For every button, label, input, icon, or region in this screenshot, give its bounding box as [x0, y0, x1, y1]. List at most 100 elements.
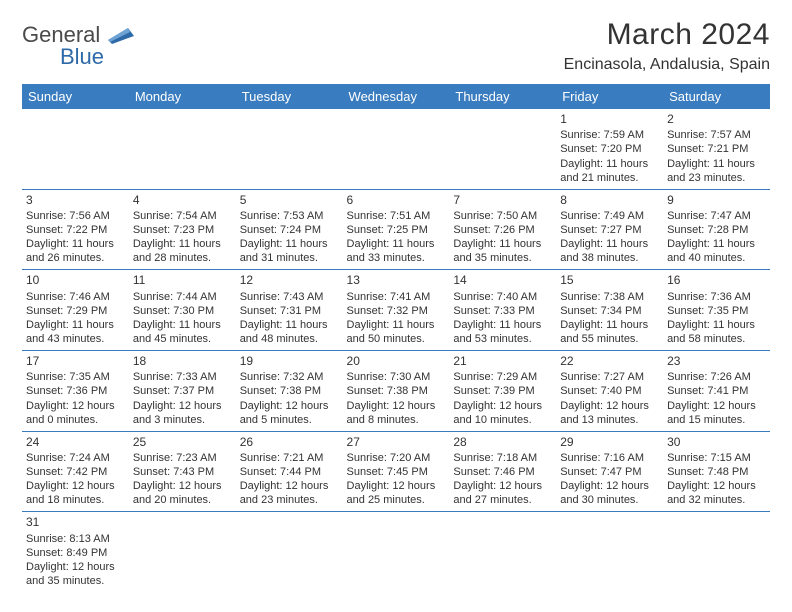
day-number: 17 [26, 354, 125, 369]
calendar-cell-empty [236, 512, 343, 592]
day-daylight: Daylight: 11 hours and 23 minutes. [667, 157, 766, 185]
calendar-table: SundayMondayTuesdayWednesdayThursdayFrid… [22, 84, 770, 592]
calendar-row: 3Sunrise: 7:56 AMSunset: 7:22 PMDaylight… [22, 189, 770, 270]
calendar-cell-empty [129, 109, 236, 189]
day-number: 23 [667, 354, 766, 369]
day-sunset: Sunset: 7:32 PM [347, 304, 446, 318]
day-daylight: Daylight: 12 hours and 30 minutes. [560, 479, 659, 507]
day-daylight: Daylight: 11 hours and 21 minutes. [560, 157, 659, 185]
day-sunset: Sunset: 7:41 PM [667, 384, 766, 398]
day-sunset: Sunset: 7:38 PM [347, 384, 446, 398]
day-daylight: Daylight: 11 hours and 43 minutes. [26, 318, 125, 346]
day-number: 27 [347, 435, 446, 450]
day-sunrise: Sunrise: 7:38 AM [560, 290, 659, 304]
logo-text: General Blue [22, 24, 104, 68]
day-sunset: Sunset: 8:49 PM [26, 546, 125, 560]
day-sunset: Sunset: 7:23 PM [133, 223, 232, 237]
calendar-row: 24Sunrise: 7:24 AMSunset: 7:42 PMDayligh… [22, 431, 770, 512]
day-daylight: Daylight: 11 hours and 53 minutes. [453, 318, 552, 346]
day-sunset: Sunset: 7:22 PM [26, 223, 125, 237]
day-daylight: Daylight: 12 hours and 27 minutes. [453, 479, 552, 507]
calendar-cell: 16Sunrise: 7:36 AMSunset: 7:35 PMDayligh… [663, 270, 770, 351]
day-sunrise: Sunrise: 7:26 AM [667, 370, 766, 384]
day-number: 15 [560, 273, 659, 288]
day-number: 9 [667, 193, 766, 208]
header: General Blue March 2024 Encinasola, Anda… [22, 18, 770, 74]
day-sunrise: Sunrise: 7:23 AM [133, 451, 232, 465]
calendar-cell: 31Sunrise: 8:13 AMSunset: 8:49 PMDayligh… [22, 512, 129, 592]
calendar-cell: 13Sunrise: 7:41 AMSunset: 7:32 PMDayligh… [343, 270, 450, 351]
day-number: 21 [453, 354, 552, 369]
calendar-cell: 3Sunrise: 7:56 AMSunset: 7:22 PMDaylight… [22, 189, 129, 270]
day-sunset: Sunset: 7:21 PM [667, 142, 766, 156]
day-sunset: Sunset: 7:27 PM [560, 223, 659, 237]
calendar-row: 10Sunrise: 7:46 AMSunset: 7:29 PMDayligh… [22, 270, 770, 351]
day-number: 22 [560, 354, 659, 369]
day-sunrise: Sunrise: 7:16 AM [560, 451, 659, 465]
day-daylight: Daylight: 12 hours and 18 minutes. [26, 479, 125, 507]
day-sunrise: Sunrise: 7:54 AM [133, 209, 232, 223]
calendar-cell: 17Sunrise: 7:35 AMSunset: 7:36 PMDayligh… [22, 351, 129, 432]
day-sunrise: Sunrise: 7:46 AM [26, 290, 125, 304]
page: General Blue March 2024 Encinasola, Anda… [0, 0, 792, 612]
day-sunrise: Sunrise: 7:47 AM [667, 209, 766, 223]
calendar-cell: 14Sunrise: 7:40 AMSunset: 7:33 PMDayligh… [449, 270, 556, 351]
calendar-cell-empty [129, 512, 236, 592]
day-number: 26 [240, 435, 339, 450]
day-number: 19 [240, 354, 339, 369]
day-sunrise: Sunrise: 7:57 AM [667, 128, 766, 142]
day-number: 24 [26, 435, 125, 450]
day-number: 28 [453, 435, 552, 450]
day-daylight: Daylight: 12 hours and 10 minutes. [453, 399, 552, 427]
day-sunrise: Sunrise: 7:44 AM [133, 290, 232, 304]
dow-header: Saturday [663, 84, 770, 109]
calendar-cell-empty [343, 512, 450, 592]
day-number: 29 [560, 435, 659, 450]
calendar-cell-empty [22, 109, 129, 189]
day-number: 7 [453, 193, 552, 208]
day-sunrise: Sunrise: 7:49 AM [560, 209, 659, 223]
day-daylight: Daylight: 12 hours and 3 minutes. [133, 399, 232, 427]
day-sunset: Sunset: 7:42 PM [26, 465, 125, 479]
dow-header: Friday [556, 84, 663, 109]
day-daylight: Daylight: 12 hours and 5 minutes. [240, 399, 339, 427]
calendar-row: 1Sunrise: 7:59 AMSunset: 7:20 PMDaylight… [22, 109, 770, 189]
calendar-cell: 5Sunrise: 7:53 AMSunset: 7:24 PMDaylight… [236, 189, 343, 270]
logo: General Blue [22, 24, 134, 68]
calendar-cell: 11Sunrise: 7:44 AMSunset: 7:30 PMDayligh… [129, 270, 236, 351]
day-sunrise: Sunrise: 7:29 AM [453, 370, 552, 384]
calendar-cell: 12Sunrise: 7:43 AMSunset: 7:31 PMDayligh… [236, 270, 343, 351]
day-sunset: Sunset: 7:43 PM [133, 465, 232, 479]
day-sunrise: Sunrise: 7:40 AM [453, 290, 552, 304]
day-number: 3 [26, 193, 125, 208]
calendar-row: 17Sunrise: 7:35 AMSunset: 7:36 PMDayligh… [22, 351, 770, 432]
day-number: 30 [667, 435, 766, 450]
calendar-cell-empty [449, 109, 556, 189]
dow-row: SundayMondayTuesdayWednesdayThursdayFrid… [22, 84, 770, 109]
day-sunrise: Sunrise: 7:32 AM [240, 370, 339, 384]
calendar-cell: 8Sunrise: 7:49 AMSunset: 7:27 PMDaylight… [556, 189, 663, 270]
day-daylight: Daylight: 11 hours and 33 minutes. [347, 237, 446, 265]
day-sunset: Sunset: 7:39 PM [453, 384, 552, 398]
calendar-cell-empty [556, 512, 663, 592]
day-sunrise: Sunrise: 7:21 AM [240, 451, 339, 465]
calendar-body: 1Sunrise: 7:59 AMSunset: 7:20 PMDaylight… [22, 109, 770, 592]
day-sunrise: Sunrise: 7:18 AM [453, 451, 552, 465]
day-number: 18 [133, 354, 232, 369]
calendar-cell: 27Sunrise: 7:20 AMSunset: 7:45 PMDayligh… [343, 431, 450, 512]
day-daylight: Daylight: 11 hours and 50 minutes. [347, 318, 446, 346]
day-daylight: Daylight: 12 hours and 8 minutes. [347, 399, 446, 427]
day-daylight: Daylight: 12 hours and 13 minutes. [560, 399, 659, 427]
day-number: 10 [26, 273, 125, 288]
day-sunset: Sunset: 7:28 PM [667, 223, 766, 237]
dow-header: Thursday [449, 84, 556, 109]
calendar-cell: 20Sunrise: 7:30 AMSunset: 7:38 PMDayligh… [343, 351, 450, 432]
calendar-cell: 25Sunrise: 7:23 AMSunset: 7:43 PMDayligh… [129, 431, 236, 512]
dow-header: Monday [129, 84, 236, 109]
day-sunset: Sunset: 7:48 PM [667, 465, 766, 479]
day-sunset: Sunset: 7:33 PM [453, 304, 552, 318]
day-daylight: Daylight: 11 hours and 38 minutes. [560, 237, 659, 265]
calendar-cell: 15Sunrise: 7:38 AMSunset: 7:34 PMDayligh… [556, 270, 663, 351]
day-daylight: Daylight: 11 hours and 26 minutes. [26, 237, 125, 265]
calendar-cell: 19Sunrise: 7:32 AMSunset: 7:38 PMDayligh… [236, 351, 343, 432]
